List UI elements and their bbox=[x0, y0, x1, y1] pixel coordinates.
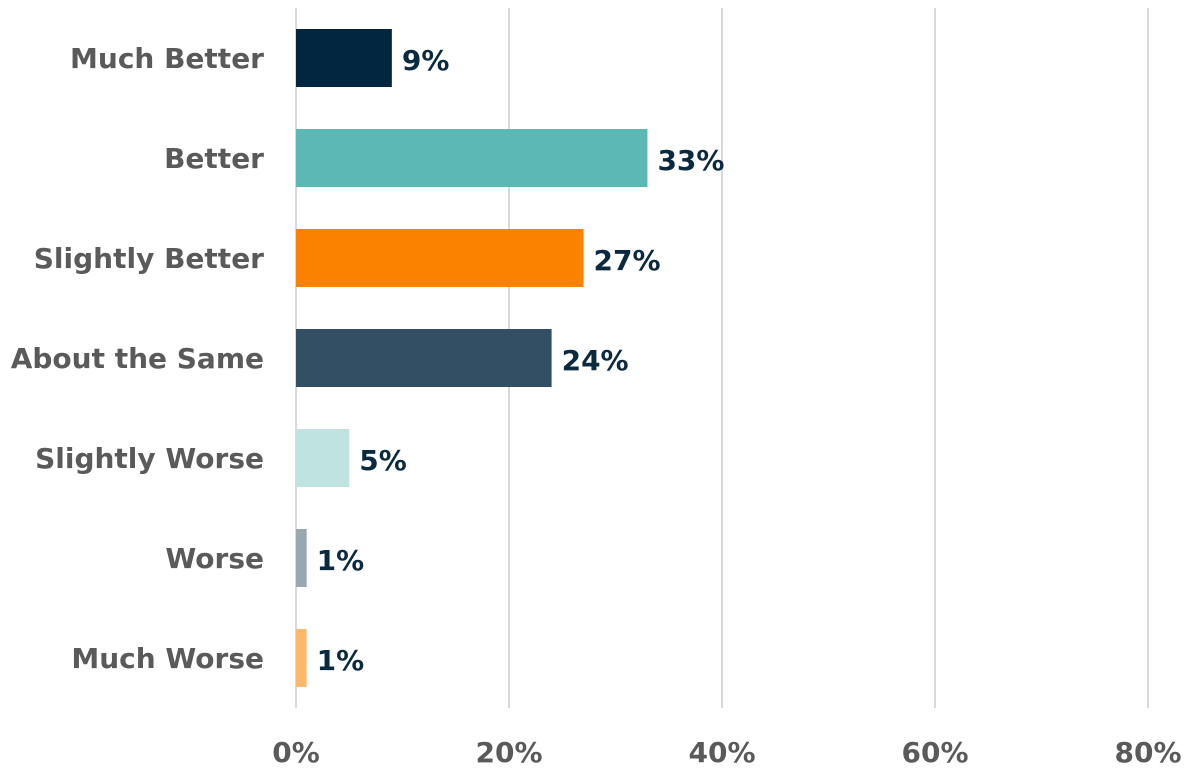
bar-better bbox=[296, 129, 648, 187]
category-label: Slightly Better bbox=[34, 242, 264, 275]
category-label: About the Same bbox=[11, 342, 264, 375]
category-labels: Much Better Better Slightly Better About th… bbox=[11, 42, 264, 675]
x-tick-label: 20% bbox=[475, 736, 542, 768]
x-tick-label: 60% bbox=[901, 736, 968, 768]
data-label: 27% bbox=[594, 244, 661, 277]
bars bbox=[296, 29, 648, 687]
bar-about-the-same bbox=[296, 329, 552, 387]
category-label: Better bbox=[164, 142, 264, 175]
bar-much-better bbox=[296, 29, 392, 87]
x-tick-label: 40% bbox=[688, 736, 755, 768]
category-label: Slightly Worse bbox=[35, 442, 264, 475]
bar-slightly-better bbox=[296, 229, 584, 287]
data-label: 1% bbox=[317, 544, 365, 577]
data-label: 9% bbox=[402, 44, 450, 77]
category-label: Much Worse bbox=[71, 642, 264, 675]
x-tick-label: 80% bbox=[1114, 736, 1181, 768]
x-tick-label: 0% bbox=[272, 736, 320, 768]
data-labels: 9% 33% 27% 24% 5% 1% 1% bbox=[317, 44, 725, 677]
category-label: Worse bbox=[165, 542, 264, 575]
data-label: 33% bbox=[657, 144, 724, 177]
gridlines bbox=[295, 8, 1149, 708]
category-label: Much Better bbox=[70, 42, 264, 75]
data-label: 1% bbox=[317, 644, 365, 677]
data-label: 24% bbox=[562, 344, 629, 377]
data-label: 5% bbox=[359, 444, 407, 477]
bar-worse bbox=[296, 529, 307, 587]
bar-much-worse bbox=[296, 629, 307, 687]
x-axis-tick-labels: 0% 20% 40% 60% 80% bbox=[272, 736, 1181, 768]
bar-slightly-worse bbox=[296, 429, 350, 487]
